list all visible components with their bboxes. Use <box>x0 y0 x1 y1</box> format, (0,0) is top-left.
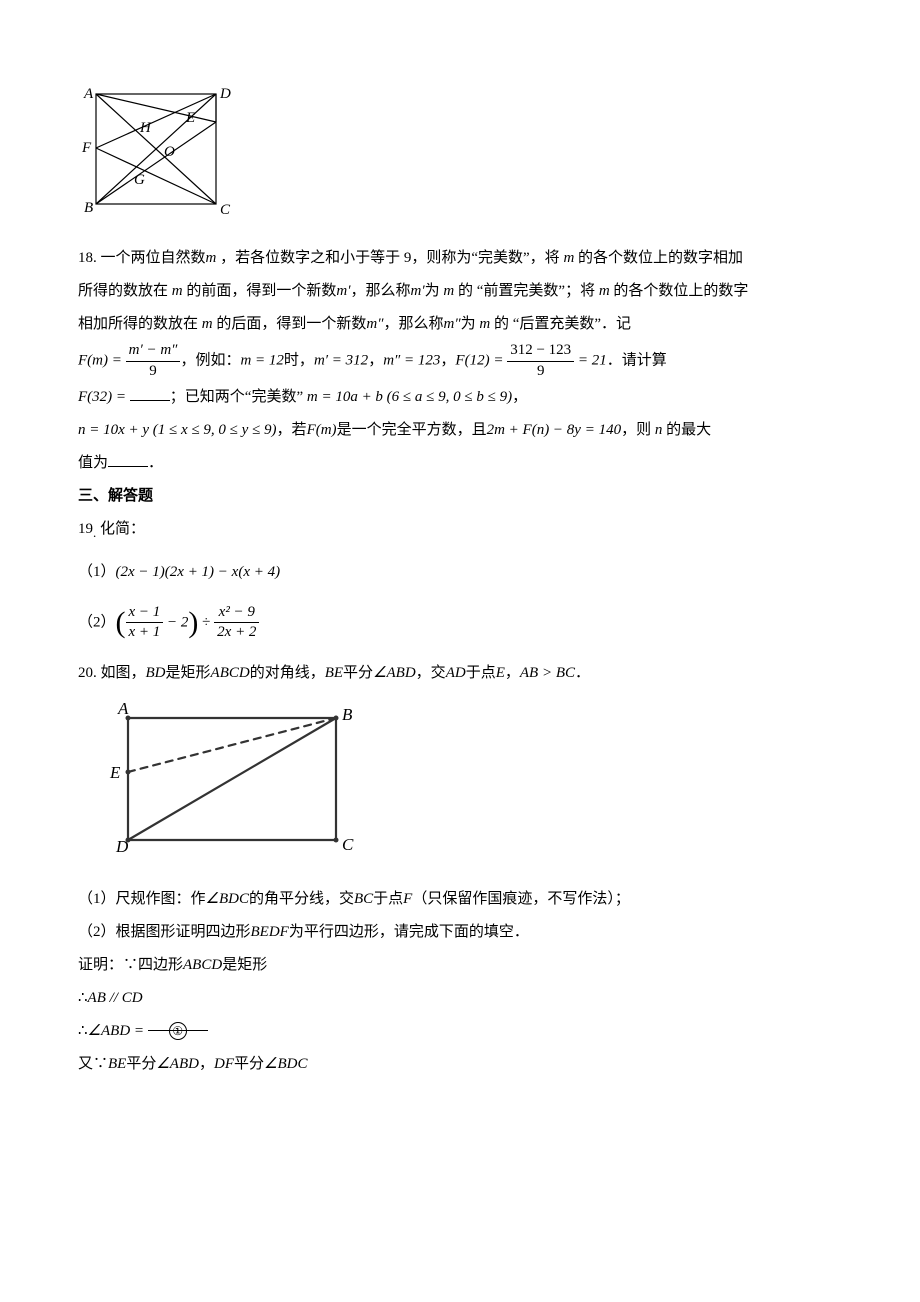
label-A: A <box>83 86 94 102</box>
q18-num: 18. <box>78 250 97 266</box>
label-D2: D <box>115 837 129 856</box>
label-C: C <box>220 202 231 218</box>
q19-num: 19 <box>78 521 93 537</box>
q20-proof2: ∴AB // CD <box>78 982 842 1015</box>
q20-proof4: 又∵BE平分∠ABD，DF平分∠BDC <box>78 1048 842 1081</box>
label-H: H <box>139 120 152 136</box>
q20-num: 20. <box>78 665 97 681</box>
q18-line4: F(m) = m′ − m″9，例如：m = 12时，m′ = 312，m″ =… <box>78 341 842 381</box>
section-3-heading: 三、解答题 <box>78 480 842 513</box>
frac-p2b: x² − 92x + 2 <box>214 603 259 643</box>
q20-proof1: 证明：∵四边形ABCD是矩形 <box>78 949 842 982</box>
blank-F32[interactable] <box>130 385 170 401</box>
q18-line2: 所得的数放在 m 的前面，得到一个新数m′，那么称m′为 m 的 “前置完美数”… <box>78 275 842 308</box>
label-A2: A <box>117 700 129 718</box>
label-O: O <box>164 144 175 160</box>
frac-F12: 312 − 1239 <box>507 341 574 381</box>
frac-p2a: x − 1x + 1 <box>126 603 164 643</box>
label-F: F <box>81 140 92 156</box>
label-C2: C <box>342 835 354 854</box>
q18-line5: F(32) = ；已知两个“完美数” m = 10a + b (6 ≤ a ≤ … <box>78 381 842 414</box>
label-D: D <box>219 86 231 102</box>
label-E: E <box>185 110 195 126</box>
q19-part2: （2）(x − 1x + 1 − 2) ÷ x² − 92x + 2 <box>78 603 842 643</box>
q20-part2: （2）根据图形证明四边形BEDF为平行四边形，请完成下面的填空． <box>78 916 842 949</box>
q18-line6: n = 10x + y (1 ≤ x ≤ 9, 0 ≤ y ≤ 9)，若F(m)… <box>78 414 842 447</box>
label-B: B <box>84 200 93 216</box>
q20-part1: （1）尺规作图：作∠BDC的角平分线，交BC于点F（只保留作国痕迹，不写作法）； <box>78 883 842 916</box>
label-G: G <box>134 172 145 188</box>
q20-line1: 20. 如图，BD是矩形ABCD的对角线，BE平分∠ABD，交AD于点E，AB … <box>78 657 842 690</box>
label-B2: B <box>342 705 353 724</box>
q18-line1: 18. 一个两位自然数m ，若各位数字之和小于等于 9，则称为“完美数”，将 m… <box>78 242 842 275</box>
blank-circ1[interactable]: ① <box>148 1015 208 1031</box>
figure-rectangle: A B C D E <box>98 700 842 873</box>
frac-Fm: m′ − m″9 <box>126 341 181 381</box>
figure-square: A D B C F E H O G <box>78 84 842 232</box>
label-E2: E <box>109 763 121 782</box>
q19-part1: （1）(2x − 1)(2x + 1) − x(x + 4) <box>78 556 842 589</box>
q18-line7: 值为． <box>78 447 842 480</box>
q18-line3: 相加所得的数放在 m 的后面，得到一个新数m″，那么称m″为 m 的 “后置充美… <box>78 308 842 341</box>
blank-n[interactable] <box>108 451 148 467</box>
q20-proof3: ∴∠ABD = ① <box>78 1015 842 1048</box>
q19-head: 19. 化简： <box>78 513 842 548</box>
